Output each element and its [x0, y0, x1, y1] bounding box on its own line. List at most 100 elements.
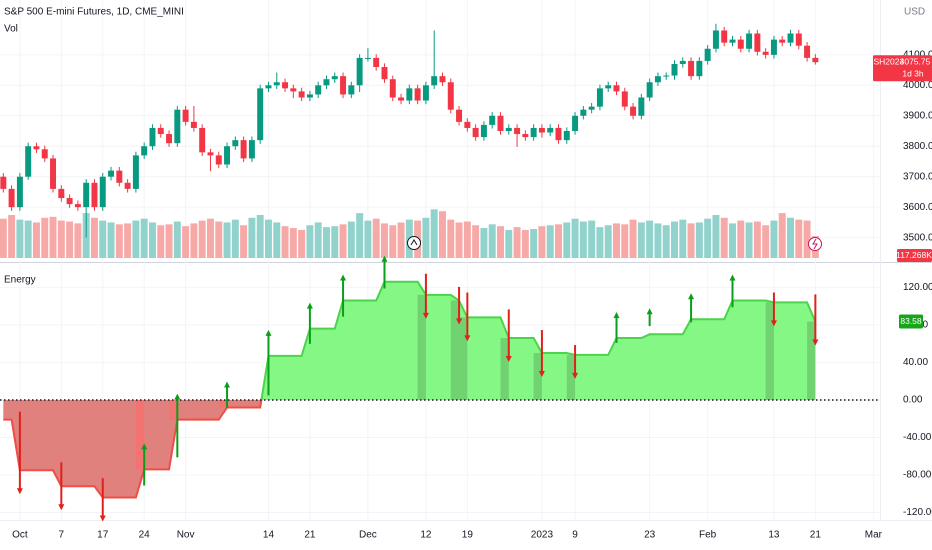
candle-body	[331, 76, 338, 80]
volume-bar	[372, 218, 380, 258]
volume-bar	[629, 219, 637, 258]
volume-bar	[637, 222, 645, 258]
volume-bar	[613, 223, 620, 258]
y-tick-label: 40.00	[903, 357, 928, 368]
candle-body	[563, 131, 570, 141]
up-arrow-head	[729, 274, 736, 281]
candle-body	[762, 51, 769, 55]
candle-body	[505, 127, 512, 131]
candle-body	[721, 30, 728, 43]
candle-body	[414, 88, 421, 101]
candle-body	[497, 115, 504, 131]
volume-title: Vol	[4, 24, 18, 35]
candle-body	[522, 134, 529, 138]
y-tick-label: 4000.00	[903, 80, 932, 91]
volume-bar	[256, 214, 264, 258]
candle-body	[248, 140, 255, 159]
event-icon[interactable]	[808, 237, 822, 251]
candle-body	[406, 88, 413, 101]
candle-body	[770, 39, 777, 55]
y-tick-label: 3600.00	[903, 202, 932, 213]
x-tick-label: Nov	[177, 530, 195, 541]
volume-bar	[281, 226, 289, 258]
volume-bar	[173, 221, 181, 258]
candle-body	[572, 115, 579, 131]
up-arrow-head	[688, 293, 695, 300]
candle-body	[116, 170, 123, 183]
y-tick-label: 3700.00	[903, 171, 932, 182]
candle-body	[0, 176, 7, 189]
volume-bar	[687, 223, 695, 258]
volume-bar	[762, 225, 770, 258]
volume-bar	[571, 218, 579, 258]
candle-body	[124, 182, 131, 189]
volume-bar	[745, 222, 753, 258]
event-icon[interactable]	[407, 236, 421, 250]
value-badge-label: 83.58	[900, 316, 922, 326]
down-arrow-head	[538, 371, 545, 378]
change-column	[807, 321, 816, 400]
change-column	[765, 302, 774, 400]
up-arrow-head	[141, 443, 148, 450]
volume-bar	[331, 226, 339, 258]
volume-bar	[356, 213, 364, 258]
candle-body	[638, 97, 645, 116]
volume-bar	[314, 222, 322, 258]
volume-bar	[8, 214, 16, 258]
candle-body	[422, 85, 429, 101]
energy-area	[261, 281, 816, 400]
chart-title: S&P 500 E-mini Futures, 1D, CME_MINI	[4, 7, 184, 18]
volume-bar	[596, 227, 604, 258]
candle-body	[240, 140, 247, 159]
volume-bar	[124, 223, 132, 258]
candle-body	[472, 127, 479, 138]
volume-bar	[57, 220, 65, 258]
down-arrow-head	[770, 320, 777, 327]
candle-body	[315, 85, 322, 95]
candle-body	[273, 82, 280, 86]
volume-bar	[248, 217, 256, 258]
candle-body	[265, 85, 272, 89]
energy-line	[260, 280, 817, 400]
candle-body	[99, 176, 106, 208]
volume-bar	[165, 224, 173, 258]
volume-bar	[455, 222, 463, 258]
down-arrow-head	[812, 339, 819, 346]
candle-body	[596, 88, 603, 107]
y-tick-label: -80.00	[903, 470, 932, 481]
candle-body	[630, 106, 637, 116]
volume-bar	[148, 222, 156, 258]
candle-body	[356, 57, 363, 86]
volume-bar	[463, 221, 471, 258]
candle-body	[41, 149, 48, 159]
volume-bar	[206, 218, 214, 258]
volume-bar	[737, 220, 745, 258]
y-tick-label: 120.00	[903, 282, 932, 293]
volume-bar	[364, 220, 372, 258]
candle-body	[480, 124, 487, 138]
candle-body	[389, 79, 396, 98]
down-arrow-head	[99, 515, 106, 522]
volume-bar	[704, 218, 712, 258]
up-arrow-head	[174, 393, 181, 400]
candle-body	[373, 57, 380, 68]
volume-bar	[240, 225, 248, 258]
volume-bar	[74, 223, 82, 258]
volume-bar	[182, 226, 190, 258]
volume-bar	[264, 219, 272, 258]
candle-body	[696, 60, 703, 77]
volume-bar	[787, 217, 794, 258]
candle-body	[74, 204, 81, 208]
volume-badge	[897, 249, 932, 262]
candle-body	[804, 45, 811, 58]
volume-bar	[66, 221, 74, 258]
down-arrow-head	[505, 356, 512, 363]
change-column	[94, 400, 102, 498]
candle-body	[257, 88, 264, 141]
volume-bar	[49, 216, 57, 258]
up-arrow-head	[224, 381, 231, 388]
volume-bar	[488, 224, 496, 258]
volume-bar	[223, 222, 231, 258]
candle-body	[456, 109, 463, 122]
x-tick-label: 14	[263, 530, 275, 541]
